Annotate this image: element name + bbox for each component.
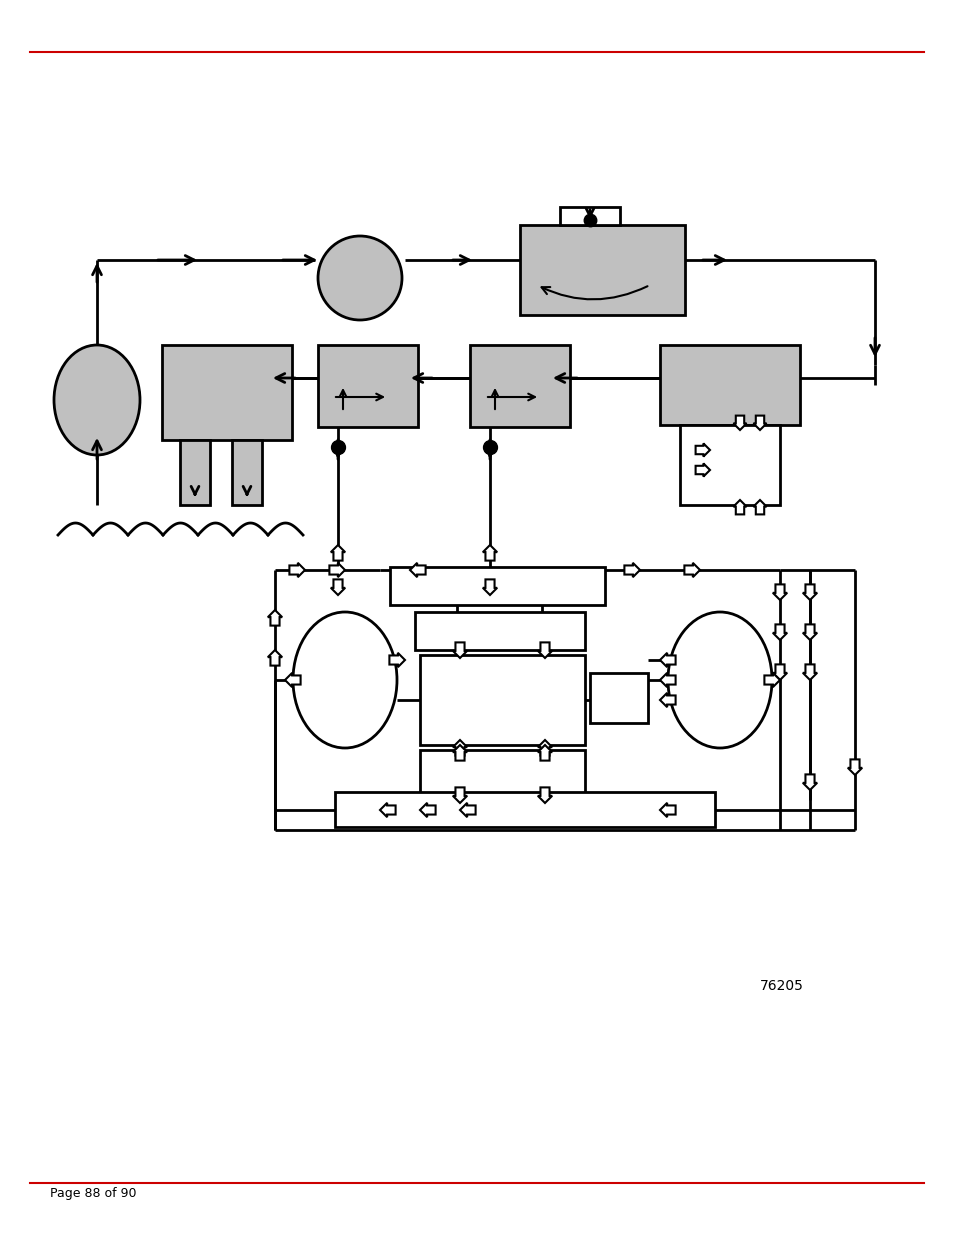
Polygon shape <box>733 500 746 515</box>
Polygon shape <box>772 664 786 680</box>
Bar <box>232 440 262 505</box>
Polygon shape <box>802 625 817 640</box>
Polygon shape <box>695 443 709 457</box>
Polygon shape <box>659 673 675 687</box>
Bar <box>180 440 210 505</box>
Polygon shape <box>482 545 497 561</box>
Bar <box>317 345 417 427</box>
Bar <box>589 673 647 722</box>
Ellipse shape <box>667 613 771 748</box>
Polygon shape <box>329 563 345 577</box>
Polygon shape <box>659 653 675 667</box>
Bar <box>415 613 584 650</box>
Polygon shape <box>410 563 425 577</box>
Polygon shape <box>453 745 467 761</box>
Bar <box>519 225 684 315</box>
Polygon shape <box>379 803 395 818</box>
Bar <box>335 792 714 827</box>
Polygon shape <box>537 788 552 803</box>
Polygon shape <box>733 416 746 430</box>
Polygon shape <box>763 673 780 687</box>
Bar <box>659 345 800 425</box>
Polygon shape <box>289 563 305 577</box>
Polygon shape <box>537 642 552 658</box>
Text: Page 88 of 90: Page 88 of 90 <box>50 1187 136 1200</box>
Polygon shape <box>537 740 552 756</box>
Polygon shape <box>453 740 467 756</box>
Polygon shape <box>459 803 476 818</box>
Polygon shape <box>285 673 300 687</box>
Text: 76205: 76205 <box>760 979 803 993</box>
Polygon shape <box>772 625 786 640</box>
Polygon shape <box>753 416 766 430</box>
Polygon shape <box>802 774 817 790</box>
Polygon shape <box>331 579 345 595</box>
Polygon shape <box>847 760 862 776</box>
Ellipse shape <box>293 613 396 748</box>
Bar <box>390 567 604 605</box>
Bar <box>419 655 584 745</box>
Bar <box>470 345 569 427</box>
Polygon shape <box>659 693 675 708</box>
Polygon shape <box>772 584 786 600</box>
Bar <box>679 425 780 505</box>
Polygon shape <box>695 463 709 477</box>
Polygon shape <box>624 563 639 577</box>
Polygon shape <box>268 650 282 666</box>
Bar <box>419 750 584 795</box>
Polygon shape <box>683 563 700 577</box>
Polygon shape <box>482 579 497 595</box>
Ellipse shape <box>317 236 401 320</box>
Polygon shape <box>659 803 675 818</box>
Ellipse shape <box>54 345 140 454</box>
Polygon shape <box>753 500 766 515</box>
Polygon shape <box>802 584 817 600</box>
Polygon shape <box>453 642 467 658</box>
Polygon shape <box>331 545 345 561</box>
Bar <box>559 207 619 225</box>
Polygon shape <box>802 664 817 680</box>
Polygon shape <box>419 803 436 818</box>
Polygon shape <box>453 788 467 803</box>
Polygon shape <box>268 610 282 626</box>
Polygon shape <box>537 745 552 761</box>
Polygon shape <box>389 653 405 667</box>
Bar <box>162 345 292 440</box>
